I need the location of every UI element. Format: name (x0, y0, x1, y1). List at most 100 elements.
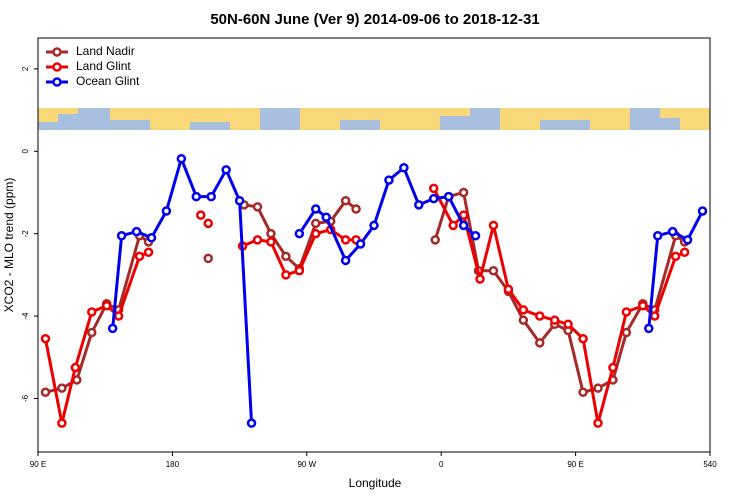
data-point (679, 247, 690, 257)
data-point (470, 230, 481, 241)
data-point (143, 247, 154, 257)
data-point (399, 163, 409, 173)
legend-marker (52, 62, 62, 72)
data-point (281, 251, 291, 262)
data-point (667, 226, 678, 237)
data-point (428, 193, 439, 204)
data-point (321, 212, 331, 222)
data-point (57, 383, 67, 393)
legend-marker (52, 47, 62, 57)
data-point (384, 175, 394, 185)
data-point (443, 191, 454, 202)
data-point (682, 235, 693, 245)
data-point (488, 265, 499, 276)
legend-label: Land Glint (76, 59, 131, 73)
data-point (191, 191, 202, 202)
legend-marker (52, 77, 62, 87)
data-point (101, 301, 112, 311)
data-point (311, 218, 321, 229)
data-point (87, 307, 97, 317)
data-point (206, 191, 216, 202)
data-point (428, 183, 439, 194)
data-point (652, 230, 663, 241)
y-axis-label: XCO2 - MLO trend (ppm) (2, 178, 16, 313)
data-point (161, 206, 172, 216)
data-point (234, 195, 245, 206)
data-point (593, 383, 603, 393)
data-point (503, 284, 514, 295)
data-point (369, 220, 379, 231)
data-point (578, 387, 588, 398)
data-point (134, 251, 145, 262)
data-point (649, 311, 660, 321)
data-point (448, 220, 458, 231)
data-point (458, 187, 469, 198)
data-point (518, 315, 529, 325)
map-strip (38, 108, 710, 130)
data-point (351, 204, 361, 214)
data-point (621, 327, 632, 338)
data-point (430, 235, 440, 245)
x-tick-label: 90 E (567, 460, 583, 469)
y-tick-label: 2 (21, 66, 30, 71)
data-point (488, 220, 499, 231)
x-tick-label: 90 W (297, 460, 316, 469)
series-line (43, 187, 686, 425)
data-point (311, 228, 321, 239)
data-point (340, 255, 351, 266)
data-point (549, 315, 560, 325)
chart-title: 50N-60N June (Ver 9) 2014-09-06 to 2018-… (210, 11, 539, 28)
plot-frame (37, 37, 711, 453)
data-point (266, 228, 276, 239)
data-point (196, 210, 206, 220)
data-point (113, 311, 124, 321)
data-point (176, 153, 187, 164)
data-point (475, 274, 485, 284)
data-point (281, 270, 291, 280)
y-tick-label: -4 (21, 312, 30, 320)
y-tick-label: -2 (21, 230, 30, 238)
data-point (563, 319, 573, 330)
data-point (146, 233, 157, 243)
data-point (131, 226, 142, 237)
data-point (70, 362, 81, 373)
data-point (535, 338, 545, 348)
legend-label: Land Nadir (76, 44, 135, 58)
data-point (40, 387, 51, 398)
data-point (40, 333, 51, 344)
data-point (294, 228, 305, 239)
data-point (578, 333, 588, 344)
data-point (311, 204, 321, 214)
data-point (638, 301, 648, 311)
x-tick-label: 180 (166, 460, 180, 469)
data-point (458, 220, 469, 231)
data-point (518, 305, 529, 315)
x-axis-label: Longitude (349, 476, 402, 490)
y-tick-label: 0 (21, 149, 30, 154)
data-point (203, 253, 213, 264)
data-point (116, 230, 127, 241)
x-tick-label: 0 (439, 460, 444, 469)
data-point (87, 327, 97, 338)
data-point (252, 235, 263, 245)
data-point (644, 323, 654, 334)
data-point (535, 311, 545, 321)
data-point (266, 237, 276, 247)
data-point (221, 165, 231, 175)
data-point (355, 239, 366, 249)
data-point (670, 251, 681, 262)
data-point (252, 202, 263, 212)
data-point (246, 418, 257, 428)
data-point (608, 362, 618, 373)
y-tick-label: -6 (21, 394, 30, 402)
data-point (697, 206, 708, 216)
data-point (340, 195, 351, 206)
x-tick-label: 90 E (30, 460, 46, 469)
x-tick-label: 540 (703, 460, 717, 469)
data-point (621, 307, 632, 317)
data-point (57, 418, 67, 428)
data-point (458, 210, 469, 220)
data-point (340, 235, 351, 245)
